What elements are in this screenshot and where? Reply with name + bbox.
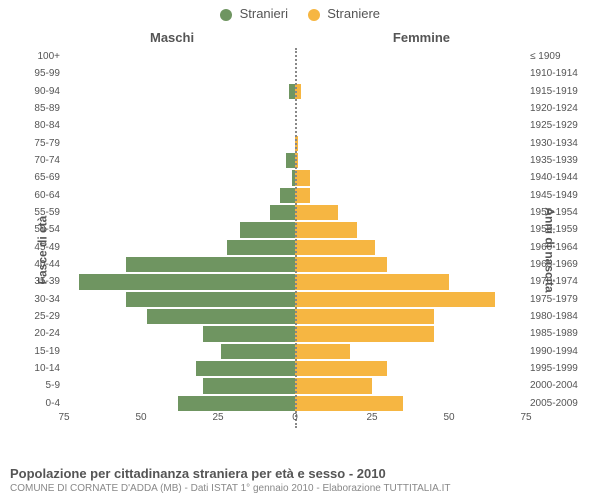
- bar-female: [295, 222, 357, 237]
- birth-year-label: 1950-1954: [530, 204, 592, 221]
- bar-male: [227, 240, 295, 255]
- bar-female: [295, 309, 434, 324]
- legend-item-female: Straniere: [308, 6, 380, 21]
- chart-container: Stranieri Straniere Maschi Femmine Fasce…: [0, 0, 600, 500]
- birth-year-label: 2005-2009: [530, 395, 592, 412]
- x-tick: 0: [292, 412, 298, 423]
- x-tick: 50: [135, 412, 146, 423]
- age-label: 95-99: [18, 65, 60, 82]
- bar-male: [221, 344, 295, 359]
- age-label: 5-9: [18, 377, 60, 394]
- legend-swatch-male: [220, 9, 232, 21]
- age-label: 50-54: [18, 221, 60, 238]
- bar-female: [295, 396, 403, 411]
- bar-female: [295, 205, 338, 220]
- bar-female: [295, 240, 375, 255]
- age-label: 10-14: [18, 360, 60, 377]
- bar-male: [280, 188, 295, 203]
- birth-year-label: 1915-1919: [530, 83, 592, 100]
- birth-year-label: 1910-1914: [530, 65, 592, 82]
- birth-year-label: 1960-1964: [530, 239, 592, 256]
- birth-year-label: 2000-2004: [530, 377, 592, 394]
- bar-female: [295, 378, 372, 393]
- birth-year-label: 1930-1934: [530, 135, 592, 152]
- birth-year-label: 1955-1959: [530, 221, 592, 238]
- age-label: 15-19: [18, 343, 60, 360]
- age-label: 70-74: [18, 152, 60, 169]
- center-line: [295, 48, 297, 428]
- legend-item-male: Stranieri: [220, 6, 288, 21]
- x-tick: 75: [58, 412, 69, 423]
- bar-female: [295, 188, 310, 203]
- age-label: 40-44: [18, 256, 60, 273]
- birth-year-label: 1940-1944: [530, 169, 592, 186]
- birth-year-label: 1975-1979: [530, 291, 592, 308]
- age-label: 60-64: [18, 187, 60, 204]
- bar-male: [270, 205, 295, 220]
- bar-male: [240, 222, 295, 237]
- age-label: 45-49: [18, 239, 60, 256]
- birth-year-label: 1980-1984: [530, 308, 592, 325]
- age-label: 0-4: [18, 395, 60, 412]
- footer: Popolazione per cittadinanza straniera p…: [10, 466, 590, 494]
- birth-year-label: 1970-1974: [530, 273, 592, 290]
- age-label: 25-29: [18, 308, 60, 325]
- pyramid-chart: 100+≤ 190995-991910-191490-941915-191985…: [64, 48, 526, 428]
- bar-male: [203, 378, 295, 393]
- birth-year-label: ≤ 1909: [530, 48, 592, 65]
- bar-female: [295, 170, 310, 185]
- age-label: 55-59: [18, 204, 60, 221]
- legend-label-female: Straniere: [327, 6, 380, 21]
- x-tick: 50: [443, 412, 454, 423]
- age-label: 80-84: [18, 117, 60, 134]
- bar-female: [295, 326, 434, 341]
- legend-label-male: Stranieri: [240, 6, 288, 21]
- age-label: 90-94: [18, 83, 60, 100]
- x-axis: 7550250255075: [64, 412, 526, 428]
- bar-male: [203, 326, 295, 341]
- bar-male: [126, 257, 295, 272]
- birth-year-label: 1920-1924: [530, 100, 592, 117]
- bar-male: [196, 361, 295, 376]
- bar-male: [126, 292, 295, 307]
- bar-male: [147, 309, 295, 324]
- legend: Stranieri Straniere: [0, 6, 600, 21]
- chart-subtitle: COMUNE DI CORNATE D'ADDA (MB) - Dati IST…: [10, 483, 590, 494]
- age-label: 35-39: [18, 273, 60, 290]
- age-label: 85-89: [18, 100, 60, 117]
- bar-male: [286, 153, 295, 168]
- side-title-female: Femmine: [393, 30, 450, 45]
- bar-male: [79, 274, 295, 289]
- bar-female: [295, 257, 387, 272]
- bar-female: [295, 344, 350, 359]
- bar-male: [178, 396, 295, 411]
- bar-female: [295, 274, 449, 289]
- age-label: 30-34: [18, 291, 60, 308]
- birth-year-label: 1995-1999: [530, 360, 592, 377]
- bar-female: [295, 292, 495, 307]
- age-label: 75-79: [18, 135, 60, 152]
- age-label: 20-24: [18, 325, 60, 342]
- bar-female: [295, 361, 387, 376]
- x-tick: 25: [366, 412, 377, 423]
- birth-year-label: 1990-1994: [530, 343, 592, 360]
- x-tick: 75: [520, 412, 531, 423]
- side-title-male: Maschi: [150, 30, 194, 45]
- age-label: 100+: [18, 48, 60, 65]
- chart-title: Popolazione per cittadinanza straniera p…: [10, 466, 590, 481]
- legend-swatch-female: [308, 9, 320, 21]
- birth-year-label: 1985-1989: [530, 325, 592, 342]
- age-label: 65-69: [18, 169, 60, 186]
- x-tick: 25: [212, 412, 223, 423]
- birth-year-label: 1965-1969: [530, 256, 592, 273]
- birth-year-label: 1935-1939: [530, 152, 592, 169]
- birth-year-label: 1925-1929: [530, 117, 592, 134]
- birth-year-label: 1945-1949: [530, 187, 592, 204]
